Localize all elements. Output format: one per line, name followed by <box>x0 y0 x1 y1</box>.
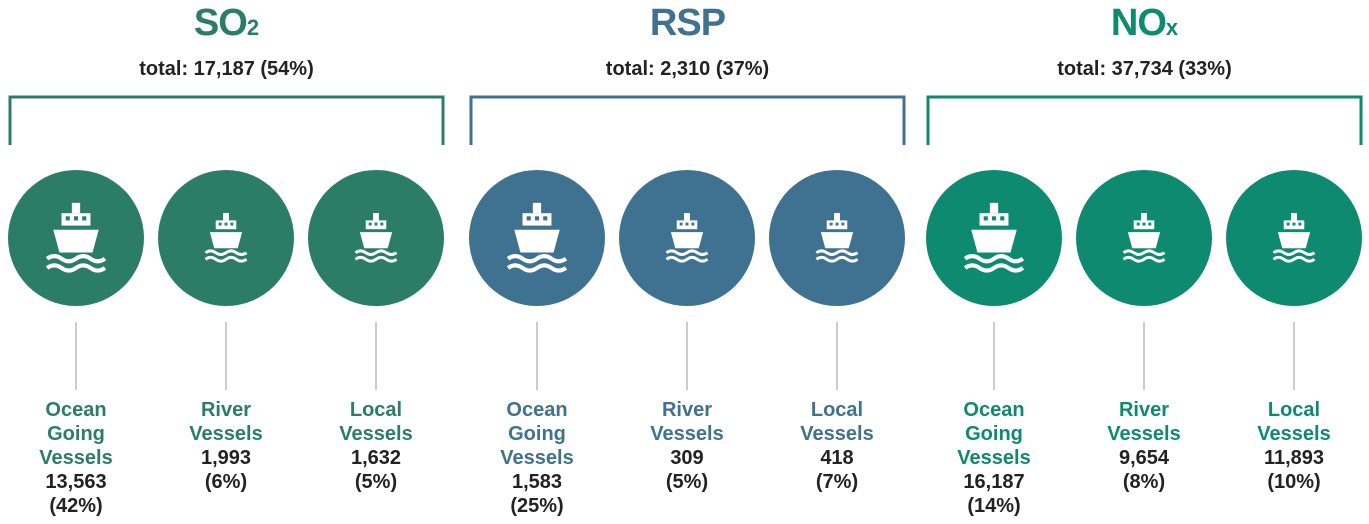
group-total: total: 37,734 (33%) <box>1057 58 1232 80</box>
vessel-item: Ocean Going Vessels 13,563 (42%) <box>21 398 131 518</box>
bracket <box>926 95 1363 145</box>
vessel-share: (7%) <box>815 471 859 493</box>
group-title: SO2 <box>77 2 377 45</box>
group-title: NOx <box>995 2 1295 45</box>
vessel-share: (5%) <box>665 471 709 493</box>
title-subscript: x <box>1165 15 1179 40</box>
vessel-share: (42%) <box>49 495 103 517</box>
vessel-value: 9,654 <box>1118 447 1170 469</box>
bracket <box>8 95 445 145</box>
vessel-item: River Vessels 309 (5%) <box>632 398 742 494</box>
vessel-value: 16,187 <box>963 471 1025 493</box>
vessel-value: 309 <box>670 447 704 469</box>
title-text: RSP <box>649 2 726 44</box>
vessel-item: Local Vessels 418 (7%) <box>782 398 892 494</box>
vessel-value: 1,632 <box>350 447 402 469</box>
vessel-label: River Vessels <box>1107 399 1181 445</box>
vessel-item: River Vessels 9,654 (8%) <box>1089 398 1199 494</box>
vessel-label: Local Vessels <box>1257 399 1331 445</box>
title-subscript: 2 <box>246 15 260 40</box>
title-text: NO <box>1110 2 1167 44</box>
vessel-value: 1,993 <box>200 447 252 469</box>
vessel-share: (6%) <box>204 471 248 493</box>
vessel-value: 418 <box>820 447 854 469</box>
vessel-share: (25%) <box>510 495 564 517</box>
vessel-label: River Vessels <box>189 399 263 445</box>
vessel-value: 11,893 <box>1263 447 1325 469</box>
vessel-item: Ocean Going Vessels 1,583 (25%) <box>482 398 592 518</box>
bracket <box>469 95 906 145</box>
group-title: RSP <box>538 2 838 45</box>
group-total: total: 2,310 (37%) <box>605 58 770 80</box>
vessel-item: River Vessels 1,993 (6%) <box>171 398 281 494</box>
vessel-label: Ocean Going Vessels <box>957 399 1031 469</box>
vessel-item: Local Vessels 11,893 (10%) <box>1239 398 1349 494</box>
title-text: SO <box>193 2 248 44</box>
vessel-label: Ocean Going Vessels <box>39 399 113 469</box>
vessel-share: (8%) <box>1122 471 1166 493</box>
vessel-share: (10%) <box>1267 471 1321 493</box>
vessel-share: (5%) <box>354 471 398 493</box>
vessel-label: River Vessels <box>650 399 724 445</box>
vessel-label: Local Vessels <box>800 399 874 445</box>
vessel-share: (14%) <box>967 495 1021 517</box>
vessel-item: Ocean Going Vessels 16,187 (14%) <box>939 398 1049 518</box>
group-total: total: 17,187 (54%) <box>139 58 314 80</box>
vessel-item: Local Vessels 1,632 (5%) <box>321 398 431 494</box>
vessel-value: 13,563 <box>45 471 107 493</box>
vessel-value: 1,583 <box>511 471 563 493</box>
vessel-label: Ocean Going Vessels <box>500 399 574 469</box>
vessel-label: Local Vessels <box>339 399 413 445</box>
